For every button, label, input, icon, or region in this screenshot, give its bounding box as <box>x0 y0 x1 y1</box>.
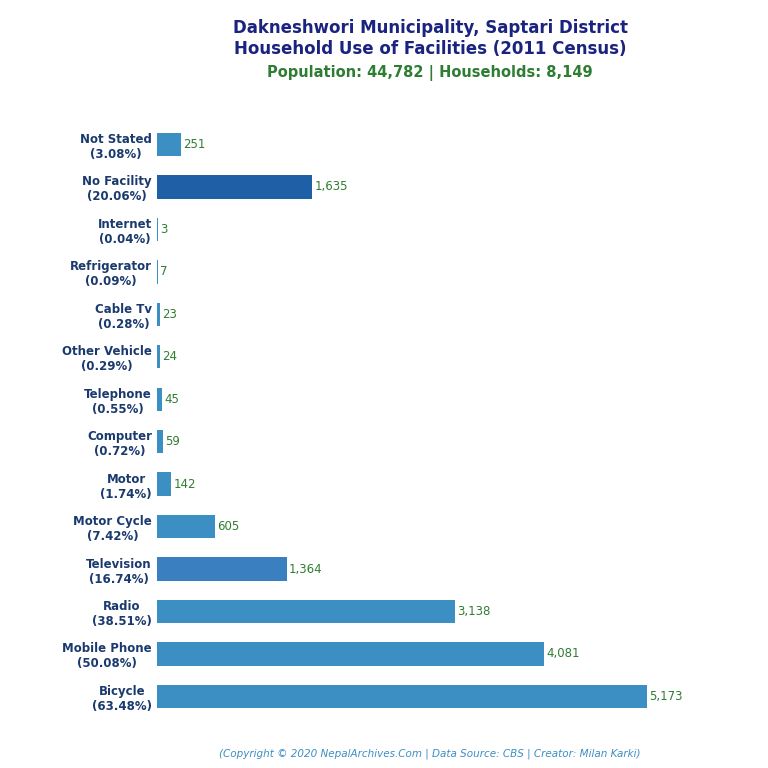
Text: 5,173: 5,173 <box>650 690 683 703</box>
Text: Household Use of Facilities (2011 Census): Household Use of Facilities (2011 Census… <box>233 40 627 58</box>
Bar <box>157 388 162 411</box>
Text: 142: 142 <box>174 478 196 491</box>
Text: 3: 3 <box>160 223 167 236</box>
Text: 4,081: 4,081 <box>546 647 580 660</box>
Text: 59: 59 <box>165 435 180 449</box>
Bar <box>157 685 647 708</box>
Bar <box>157 175 313 199</box>
Text: 1,364: 1,364 <box>289 563 323 575</box>
Bar <box>157 345 160 369</box>
Text: 24: 24 <box>162 350 177 363</box>
Text: 23: 23 <box>162 308 177 321</box>
Text: 3,138: 3,138 <box>457 605 490 618</box>
Text: 45: 45 <box>164 392 179 406</box>
Text: Dakneshwori Municipality, Saptari District: Dakneshwori Municipality, Saptari Distri… <box>233 19 627 37</box>
Bar <box>157 303 160 326</box>
Bar <box>157 133 181 156</box>
Text: 7: 7 <box>161 266 168 278</box>
Bar <box>157 642 544 666</box>
Text: (Copyright © 2020 NepalArchives.Com | Data Source: CBS | Creator: Milan Karki): (Copyright © 2020 NepalArchives.Com | Da… <box>220 748 641 759</box>
Bar <box>157 430 163 453</box>
Bar <box>157 558 286 581</box>
Bar <box>157 472 171 496</box>
Text: 1,635: 1,635 <box>315 180 348 194</box>
Text: 605: 605 <box>217 520 240 533</box>
Bar <box>157 600 455 623</box>
Text: Population: 44,782 | Households: 8,149: Population: 44,782 | Households: 8,149 <box>267 65 593 81</box>
Bar <box>157 515 215 538</box>
Text: 251: 251 <box>184 138 206 151</box>
